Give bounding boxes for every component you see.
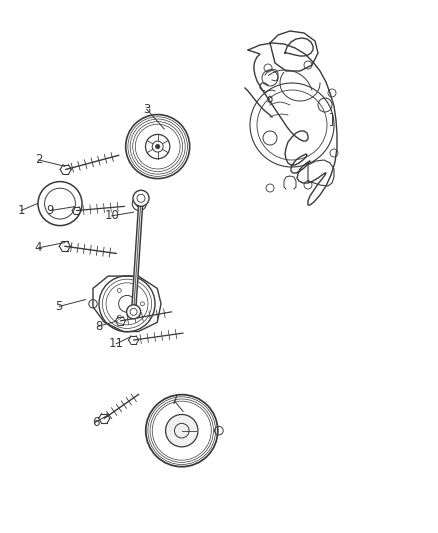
Text: 2: 2 bbox=[35, 154, 42, 166]
Text: 9: 9 bbox=[46, 204, 54, 217]
Text: 1: 1 bbox=[17, 204, 25, 217]
Text: 4: 4 bbox=[35, 241, 42, 254]
Text: 10: 10 bbox=[104, 209, 119, 222]
Circle shape bbox=[155, 144, 160, 149]
Text: 8: 8 bbox=[95, 320, 102, 333]
Circle shape bbox=[133, 190, 149, 206]
Circle shape bbox=[127, 305, 141, 319]
Circle shape bbox=[166, 415, 198, 447]
Text: 7: 7 bbox=[170, 394, 178, 407]
Text: 6: 6 bbox=[92, 416, 99, 429]
Text: 3: 3 bbox=[143, 103, 150, 116]
Text: 5: 5 bbox=[56, 300, 63, 313]
Text: 11: 11 bbox=[109, 337, 124, 350]
